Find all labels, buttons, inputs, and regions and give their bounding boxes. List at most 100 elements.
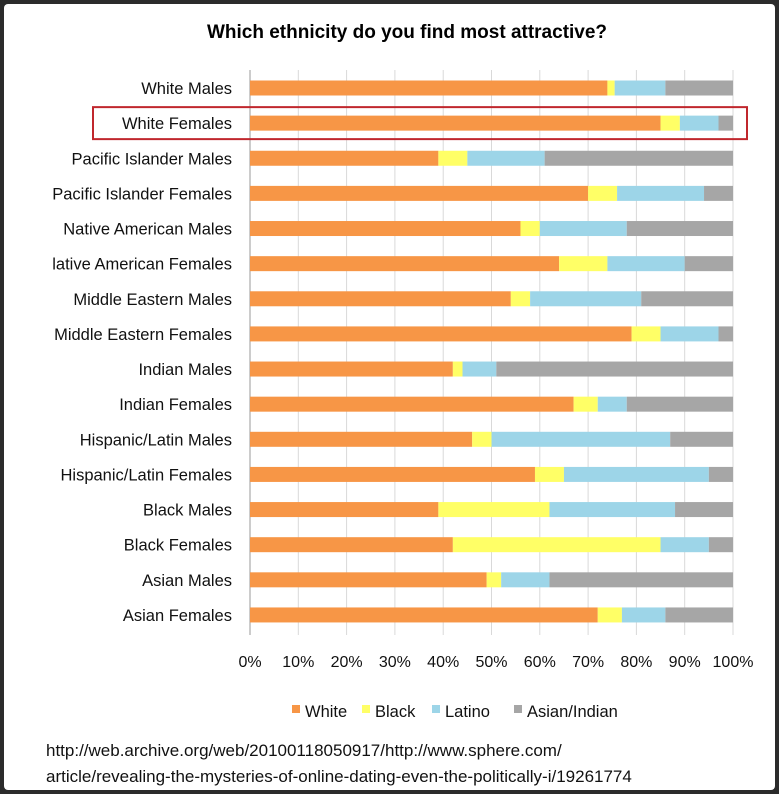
bar-segment-white [250, 150, 439, 166]
bar-segment-black [520, 221, 540, 237]
bar-segment-white [250, 466, 535, 482]
bar-segment-asian-indian [544, 150, 733, 166]
bar-segment-latino [660, 537, 709, 553]
x-tick-label: 60% [524, 654, 556, 671]
bar-segment-white [250, 572, 487, 588]
bar-segment-asian-indian [670, 431, 733, 447]
bar-segment-latino [660, 326, 719, 342]
bar-segment-latino [614, 80, 666, 96]
category-label: Indian Males [138, 361, 232, 379]
bar-segment-asian-indian [626, 396, 733, 412]
bar-segment-asian-indian [626, 221, 733, 237]
category-label: White Males [141, 80, 232, 98]
bar-segment-white [250, 80, 608, 96]
bar-segment-asian-indian [549, 572, 733, 588]
chart-title: Which ethnicity do you find most attract… [207, 22, 607, 43]
bar-segment-asian-indian [718, 115, 733, 131]
legend-swatch-white [292, 705, 300, 713]
bar-segment-white [250, 607, 598, 623]
bar-segment-black [472, 431, 492, 447]
x-tick-label: 30% [379, 654, 411, 671]
category-label: White Females [122, 115, 232, 133]
category-label: Middle Eastern Males [73, 291, 232, 309]
x-tick-label: 20% [331, 654, 363, 671]
x-tick-label: 100% [713, 654, 754, 671]
x-tick-label: 70% [572, 654, 604, 671]
bar-segment-latino [549, 502, 676, 518]
x-tick-label: 50% [475, 654, 507, 671]
category-label: Pacific Islander Males [72, 150, 232, 168]
bar-segment-asian-indian [684, 256, 733, 272]
bar-segment-latino [617, 185, 705, 201]
legend-label: White [305, 703, 347, 721]
x-tick-label: 40% [427, 654, 459, 671]
bar-segment-asian-indian [708, 537, 733, 553]
bar-segment-asian-indian [641, 291, 733, 307]
bar-segment-white [250, 326, 632, 342]
bar-segment-white [250, 396, 574, 412]
legend-swatch-latino [432, 705, 440, 713]
bar-segment-white [250, 537, 453, 553]
bar-segment-black [588, 185, 618, 201]
bar-segment-black [452, 361, 463, 377]
bar-segment-latino [679, 115, 719, 131]
category-label: Asian Females [123, 607, 232, 625]
category-label: lative American Females [52, 256, 232, 274]
bar-segment-latino [501, 572, 550, 588]
bar-segment-asian-indian [665, 80, 733, 96]
legend-swatch-black [362, 705, 370, 713]
bar-segment-black [486, 572, 502, 588]
bar-segment-black [438, 150, 468, 166]
bar-segment-black [438, 502, 550, 518]
bar-segment-latino [530, 291, 642, 307]
category-label: Hispanic/Latin Males [80, 431, 232, 449]
legend-label: Latino [445, 703, 490, 721]
bar-segment-latino [563, 466, 709, 482]
bar-segment-latino [539, 221, 627, 237]
bar-segment-white [250, 431, 473, 447]
bar-segment-black [597, 607, 622, 623]
category-label: Pacific Islander Females [52, 185, 232, 203]
category-label: Native American Males [63, 221, 232, 239]
bar-segment-white [250, 291, 511, 307]
bar-segment-latino [467, 150, 545, 166]
category-label: Hispanic/Latin Females [61, 466, 233, 484]
bar-segment-black [573, 396, 598, 412]
bar-segment-black [534, 466, 564, 482]
bar-segment-white [250, 502, 439, 518]
bar-segment-asian-indian [496, 361, 733, 377]
x-tick-label: 80% [620, 654, 652, 671]
bar-segment-black [631, 326, 661, 342]
bar-segment-asian-indian [704, 185, 733, 201]
bar-segment-latino [491, 431, 671, 447]
bar-segment-asian-indian [665, 607, 733, 623]
bar-segment-white [250, 115, 661, 131]
bar-segment-asian-indian [708, 466, 733, 482]
category-label: Black Females [124, 537, 232, 555]
bar-segment-asian-indian [675, 502, 733, 518]
bar-segment-black [510, 291, 531, 307]
x-tick-label: 10% [282, 654, 314, 671]
legend-label: Asian/Indian [527, 703, 618, 721]
bar-segment-latino [607, 256, 685, 272]
legend-swatch-asian-indian [514, 705, 522, 713]
bar-segment-black [452, 537, 661, 553]
source-url-line-1: http://web.archive.org/web/2010011805091… [46, 741, 562, 760]
bar-segment-white [250, 185, 589, 201]
bar-segment-white [250, 361, 453, 377]
bar-segment-asian-indian [718, 326, 733, 342]
category-label: Asian Males [142, 572, 232, 590]
x-tick-label: 90% [669, 654, 701, 671]
highlight-box [92, 106, 748, 141]
bar-segment-black [559, 256, 608, 272]
category-label: Middle Eastern Females [54, 326, 232, 344]
bar-segment-white [250, 221, 521, 237]
bar-segment-latino [597, 396, 627, 412]
legend-label: Black [375, 703, 416, 721]
category-label: Indian Females [119, 396, 232, 414]
source-url-line-2: article/revealing-the-mysteries-of-onlin… [46, 767, 632, 786]
bar-segment-white [250, 256, 560, 272]
category-label: Black Males [143, 502, 232, 520]
